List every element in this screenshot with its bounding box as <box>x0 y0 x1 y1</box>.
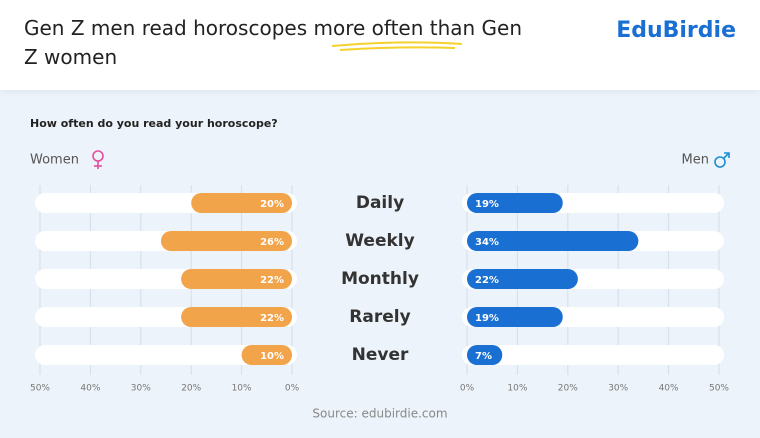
legend-label: Men <box>682 153 709 168</box>
bar <box>467 269 578 289</box>
bar <box>467 231 639 251</box>
legend-label: Women <box>30 153 79 168</box>
header <box>0 0 760 90</box>
x-tick-label: 10% <box>232 384 252 394</box>
logo: EduBirdie <box>616 18 736 43</box>
underline-decoration <box>331 41 463 51</box>
x-tick-label: 10% <box>507 384 527 394</box>
bar <box>467 307 563 327</box>
source: Source: edubirdie.com <box>312 407 447 421</box>
category-label: Monthly <box>341 269 419 289</box>
bar <box>181 307 292 327</box>
x-tick-label: 30% <box>608 384 628 394</box>
male-icon <box>714 152 730 168</box>
x-tick-label: 50% <box>30 384 50 394</box>
x-tick-label: 0% <box>460 384 475 394</box>
value-label: 22% <box>260 313 284 324</box>
female-icon <box>92 150 104 169</box>
subtitle: How often do you read your horoscope? <box>30 117 278 130</box>
x-tick-label: 50% <box>709 384 729 394</box>
value-label: 19% <box>475 313 499 324</box>
category-label: Never <box>352 345 409 365</box>
track <box>462 345 724 365</box>
x-tick-label: 40% <box>80 384 100 394</box>
value-label: 34% <box>475 237 499 248</box>
title: Gen Z men read horoscopes more often tha… <box>24 16 523 69</box>
value-label: 10% <box>260 351 284 362</box>
value-label: 26% <box>260 237 284 248</box>
category-label: Daily <box>356 193 404 213</box>
value-label: 19% <box>475 199 499 210</box>
value-label: 22% <box>260 275 284 286</box>
bar <box>467 193 563 213</box>
category-label: Rarely <box>349 307 410 327</box>
x-tick-label: 40% <box>659 384 679 394</box>
bar <box>191 193 292 213</box>
value-label: 22% <box>475 275 499 286</box>
category-label: Weekly <box>345 231 414 251</box>
track <box>35 345 297 365</box>
value-label: 7% <box>475 351 492 362</box>
x-tick-label: 30% <box>131 384 151 394</box>
value-label: 20% <box>260 199 284 210</box>
x-tick-label: 0% <box>285 384 300 394</box>
x-tick-label: 20% <box>181 384 201 394</box>
bar <box>467 345 503 365</box>
bar <box>160 231 292 251</box>
bar <box>241 345 292 365</box>
x-tick-label: 20% <box>558 384 578 394</box>
bar <box>181 269 292 289</box>
